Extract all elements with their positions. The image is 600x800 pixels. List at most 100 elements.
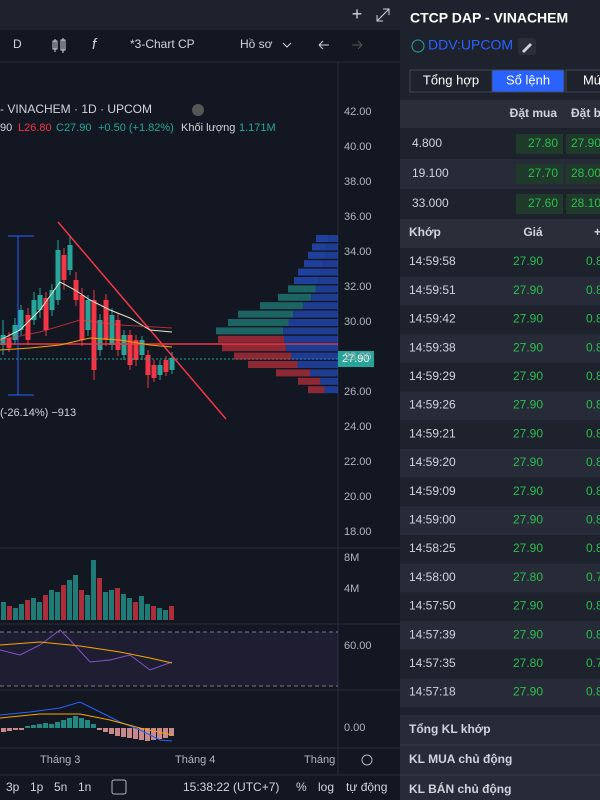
trade-change: 0.8 [586, 685, 600, 699]
volume-bar [67, 580, 72, 620]
profile-bar [228, 319, 289, 326]
last-price-badge [338, 351, 374, 367]
time-tick: Tháng 3 [40, 754, 80, 766]
candle-body [85, 300, 91, 330]
trade-time: 14:59:58 [409, 254, 456, 268]
macd-bar [67, 718, 72, 728]
ask-cell [566, 194, 600, 214]
bid-cell [516, 164, 563, 184]
trade-price: 27.90 [513, 627, 543, 641]
clock: 15:38:22 (UTC+7) [183, 780, 279, 794]
add-icon[interactable]: + [352, 4, 363, 24]
tab-label[interactable]: Tổng hợp [423, 72, 479, 87]
volume-bar [49, 590, 54, 620]
panel-title: CTCP DAP - VINACHEM [410, 10, 568, 26]
profile-bar [298, 377, 320, 385]
trade-change: 0.8 [586, 599, 600, 613]
tab-label[interactable]: Sổ lệnh [506, 72, 550, 87]
candle-body [79, 295, 85, 340]
trade-row [400, 592, 600, 622]
tab[interactable] [491, 69, 565, 93]
volume-bar [163, 610, 168, 620]
candle-body [6, 338, 12, 348]
scale-option[interactable]: tự động [346, 780, 387, 794]
trade-change: 0.8 [586, 455, 600, 469]
collapse-icon[interactable] [192, 104, 204, 116]
volume-bar [25, 600, 30, 620]
volume-bars [1, 560, 174, 620]
tab-label[interactable]: Mức [583, 72, 600, 87]
expand-icon[interactable] [376, 8, 390, 22]
range-button[interactable]: 5n [54, 780, 67, 794]
macd-bar [163, 728, 168, 738]
ohlc-low: L26.80 [18, 122, 52, 134]
window-bar [0, 0, 400, 30]
fx-icon[interactable]: f [92, 36, 98, 53]
macd-bar [37, 724, 42, 728]
scale-option[interactable]: % [296, 780, 307, 794]
trade-row [400, 506, 600, 535]
trade-row [400, 334, 600, 363]
trade-row [400, 477, 600, 507]
measure-tool [8, 235, 34, 396]
time-tick: Tháng 4 [175, 754, 215, 766]
range-button[interactable]: 3p [6, 780, 20, 794]
macd-bar [157, 728, 162, 739]
volume-bar [151, 606, 156, 620]
volume-value: 1.171M [239, 122, 276, 134]
macd-bar [115, 728, 120, 736]
profile[interactable]: Hồ sơ [240, 37, 273, 51]
trade-change: 0.8 [586, 254, 600, 268]
macd-bar [25, 726, 30, 728]
trade-price: 27.90 [513, 398, 543, 412]
settings-icon[interactable] [361, 754, 373, 766]
range-button[interactable]: 1p [30, 780, 44, 794]
trade-time: 14:57:35 [409, 656, 456, 670]
tab[interactable] [565, 69, 600, 93]
price-tick: 34.00 [344, 246, 372, 258]
trade-change: 0.8 [586, 541, 600, 555]
trade-price: 27.90 [513, 254, 543, 268]
macd-bar [169, 728, 174, 736]
volume-bar [73, 575, 78, 620]
calendar-icon[interactable] [111, 779, 127, 795]
book-header-bg [400, 100, 600, 128]
candle-icon[interactable] [52, 38, 66, 53]
range-button[interactable]: 1n [78, 780, 91, 794]
interval[interactable]: D [13, 37, 22, 51]
profile-bar [311, 293, 338, 301]
footer-label: KL BÁN chủ động [409, 781, 511, 796]
trade-row [400, 276, 600, 306]
undo-icon[interactable] [318, 40, 329, 50]
price-tick: 24.00 [344, 421, 372, 433]
volume-bar [85, 595, 90, 620]
scale-option[interactable]: log [318, 780, 334, 794]
trade-row [400, 362, 600, 392]
footer-label: Tổng KL khớp [409, 722, 491, 736]
volume-bar [13, 608, 18, 620]
trade-price: 27.90 [513, 426, 543, 440]
trade-row [400, 305, 600, 335]
profile-bar [218, 335, 284, 343]
trade-price: 27.90 [513, 312, 543, 326]
bid-cell [516, 194, 563, 214]
candle-body [127, 335, 133, 365]
volume-bar [103, 592, 108, 620]
redo-icon[interactable] [352, 40, 363, 50]
candle-body [67, 245, 73, 270]
macd-bar [85, 720, 90, 728]
candle-body [103, 300, 109, 340]
price-tick: 38.00 [344, 176, 372, 188]
volume-bar [115, 588, 120, 620]
bid-price: 27.70 [528, 166, 558, 180]
template[interactable]: *3-Chart CP [130, 37, 195, 51]
panel-symbol[interactable]: DDV:UPCOM [428, 37, 513, 53]
book-header: Đặt mua [510, 106, 558, 120]
profile-bar [302, 302, 338, 310]
volume-tick: 4M [344, 583, 359, 595]
macd-bar [91, 724, 96, 728]
trade-time: 14:57:18 [409, 685, 456, 699]
trade-time: 14:59:20 [409, 455, 456, 469]
trade-time: 14:58:00 [409, 570, 456, 584]
